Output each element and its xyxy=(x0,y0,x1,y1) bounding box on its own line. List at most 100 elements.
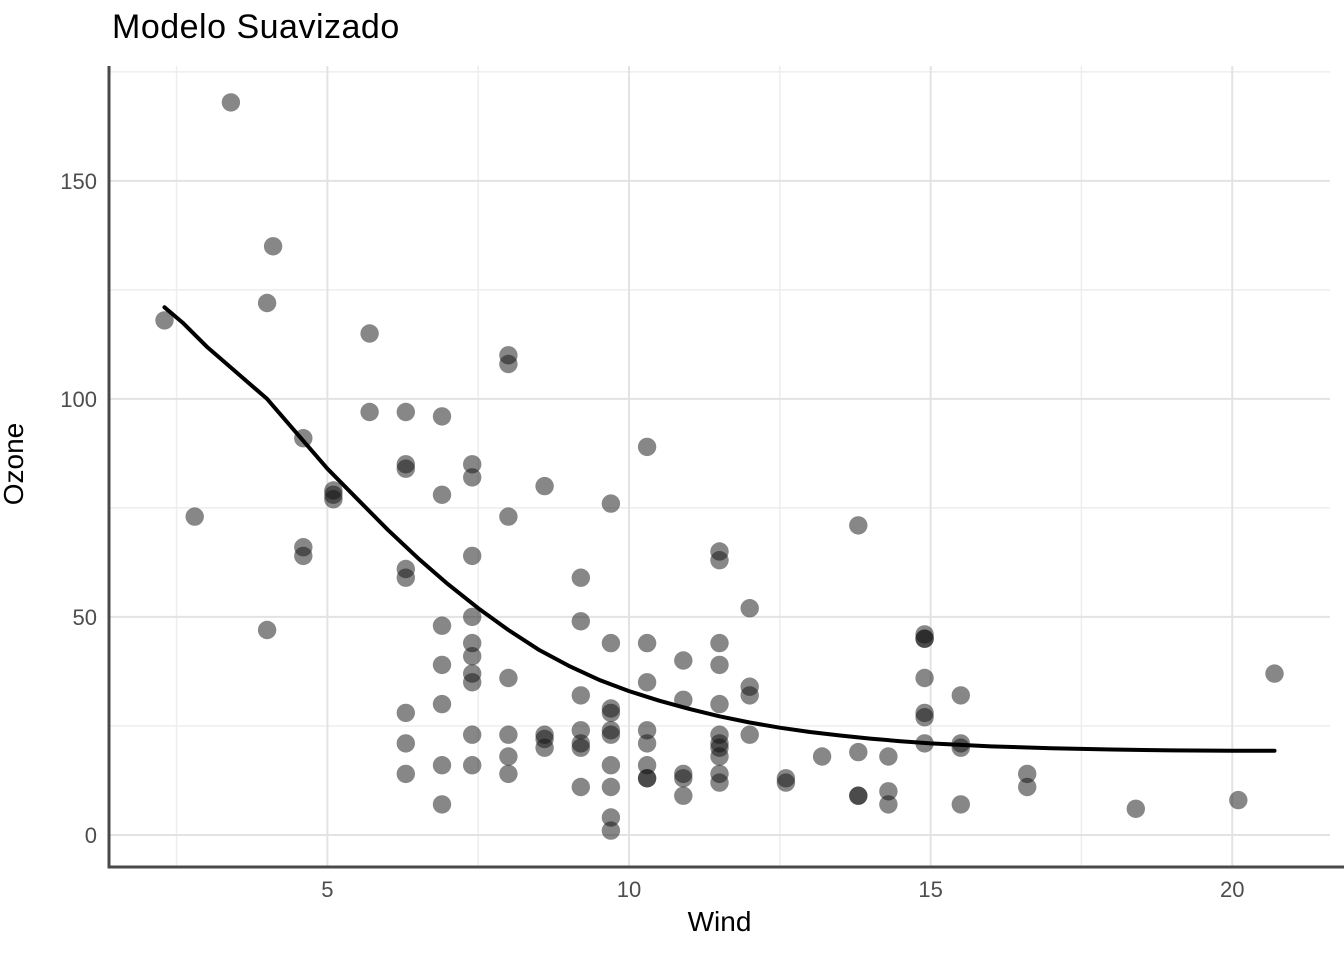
data-point xyxy=(499,668,518,688)
y-tick-label: 0 xyxy=(84,822,97,848)
data-point xyxy=(1126,799,1146,818)
data-point xyxy=(396,764,415,784)
data-point xyxy=(499,507,518,526)
data-point xyxy=(879,747,898,766)
data-point xyxy=(432,616,452,635)
data-point xyxy=(849,742,868,762)
data-point xyxy=(674,786,693,805)
data-point xyxy=(710,633,729,653)
data-point xyxy=(571,686,590,705)
data-point xyxy=(185,507,204,526)
data-point xyxy=(432,694,452,714)
data-point xyxy=(263,237,283,256)
data-point xyxy=(463,546,482,566)
gridlines-major xyxy=(109,66,1330,867)
data-point xyxy=(432,756,452,775)
data-point xyxy=(879,795,898,814)
data-point xyxy=(463,756,482,775)
data-point xyxy=(499,747,518,766)
data-point xyxy=(571,721,590,740)
data-point xyxy=(710,542,729,561)
data-point xyxy=(396,402,415,422)
data-point xyxy=(740,599,759,618)
data-point xyxy=(637,721,657,740)
data-point xyxy=(674,651,693,670)
data-point xyxy=(637,437,657,457)
data-point xyxy=(740,686,759,705)
data-point xyxy=(396,734,415,753)
data-point xyxy=(812,747,832,766)
data-point xyxy=(849,516,868,535)
data-point xyxy=(879,782,898,801)
x-tick-label: 20 xyxy=(1220,877,1245,902)
data-point xyxy=(432,795,452,814)
data-point xyxy=(776,769,796,788)
data-point xyxy=(601,633,621,653)
data-point xyxy=(601,821,621,840)
data-point xyxy=(463,607,482,627)
data-point xyxy=(915,708,934,727)
scatter-points xyxy=(155,93,1284,840)
data-point xyxy=(637,756,657,775)
data-point xyxy=(1265,664,1284,683)
data-point xyxy=(535,729,554,749)
data-point xyxy=(463,468,482,487)
data-point xyxy=(710,773,729,792)
data-point xyxy=(221,93,241,112)
data-point xyxy=(463,673,482,692)
data-point xyxy=(294,538,313,557)
data-point xyxy=(674,769,693,788)
data-point xyxy=(432,655,452,675)
data-point xyxy=(740,725,759,744)
x-tick-label: 5 xyxy=(321,877,334,902)
data-point xyxy=(601,808,621,827)
data-point xyxy=(915,625,934,644)
y-tick-label: 100 xyxy=(60,386,97,412)
data-point xyxy=(324,485,343,504)
data-point xyxy=(396,703,415,723)
axis-lines xyxy=(107,66,1344,869)
y-tick-label: 150 xyxy=(60,168,97,194)
data-point xyxy=(849,786,868,805)
data-point xyxy=(360,324,379,343)
plot-title: Modelo Suavizado xyxy=(112,8,400,46)
data-point xyxy=(710,738,729,757)
data-point xyxy=(601,725,621,744)
data-point xyxy=(396,568,415,587)
data-point xyxy=(463,455,482,474)
x-axis-title: Wind xyxy=(687,906,752,937)
data-point xyxy=(601,756,621,775)
data-point xyxy=(499,725,518,744)
data-point xyxy=(951,795,970,814)
data-point xyxy=(710,694,729,714)
data-point xyxy=(499,346,518,365)
data-point xyxy=(396,455,415,474)
smooth-curve xyxy=(162,305,1277,753)
data-point xyxy=(432,407,452,426)
data-point xyxy=(571,777,590,797)
data-point xyxy=(951,686,970,705)
data-point xyxy=(1017,764,1037,784)
data-point xyxy=(1017,777,1037,797)
data-point xyxy=(155,311,174,330)
data-point xyxy=(637,734,657,753)
x-tick-label: 15 xyxy=(918,877,943,902)
data-point xyxy=(535,476,554,496)
data-point xyxy=(637,769,657,788)
data-point xyxy=(571,568,590,587)
data-point xyxy=(571,734,590,753)
data-point xyxy=(601,494,621,513)
data-point xyxy=(637,673,657,692)
y-tick-label: 50 xyxy=(72,604,97,630)
data-point xyxy=(360,402,379,422)
data-point xyxy=(257,620,277,640)
data-point xyxy=(463,725,482,744)
data-point xyxy=(1229,790,1248,810)
data-point xyxy=(637,633,657,653)
data-point xyxy=(710,655,729,675)
data-point xyxy=(601,777,621,797)
data-point xyxy=(257,293,277,313)
data-point xyxy=(463,647,482,666)
